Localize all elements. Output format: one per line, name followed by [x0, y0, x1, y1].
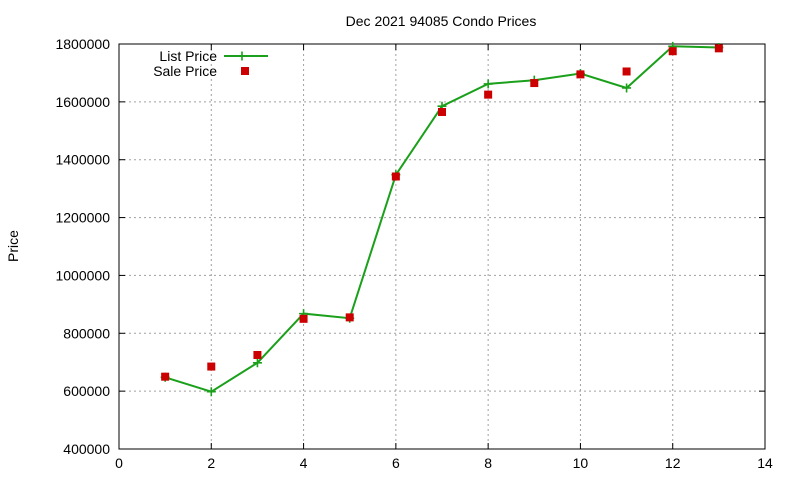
chart-title: Dec 2021 94085 Condo Prices	[346, 13, 537, 29]
sale-price-point	[714, 44, 723, 53]
y-tick-label: 400000	[63, 441, 110, 457]
y-tick-label: 1400000	[55, 152, 110, 168]
x-tick-label: 10	[573, 455, 589, 471]
legend-label-sale-price: Sale Price	[153, 63, 217, 79]
y-tick-label: 600000	[63, 383, 110, 399]
list-price-point	[483, 79, 493, 89]
sale-price-point	[484, 90, 493, 99]
x-tick-label: 2	[207, 455, 215, 471]
y-tick-label: 800000	[63, 325, 110, 341]
y-tick-label: 1600000	[55, 94, 110, 110]
list-price-point	[206, 387, 216, 397]
legend-label-list-price: List Price	[159, 48, 217, 64]
x-tick-label: 6	[392, 455, 400, 471]
sale-price-point	[299, 314, 308, 323]
x-tick-label: 12	[665, 455, 681, 471]
x-tick-label: 4	[300, 455, 308, 471]
sale-price-point	[668, 47, 677, 56]
x-tick-label: 0	[115, 455, 123, 471]
x-tick-label: 8	[484, 455, 492, 471]
series-line-list-price	[164, 45, 719, 393]
y-tick-label: 1000000	[55, 267, 110, 283]
legend: List Price Sale Price	[153, 48, 268, 79]
sale-price-point	[530, 79, 539, 88]
list-price-point	[622, 83, 632, 93]
sale-price-point	[391, 172, 400, 181]
sale-price-point	[622, 67, 631, 76]
list-price-point	[252, 358, 262, 368]
sale-price-point	[253, 350, 262, 359]
legend-marker-sale-price	[241, 67, 249, 75]
axis-ticks: 0 2 4 6 8 10 12 14 400000 600000 800000 1000000 1200…	[55, 36, 773, 471]
y-axis-label: Price	[5, 230, 21, 262]
sale-price-point	[576, 70, 585, 79]
sale-price-point	[345, 313, 354, 322]
series-layer	[160, 41, 724, 397]
y-tick-label: 1200000	[55, 210, 110, 226]
sale-price-point	[438, 107, 446, 116]
y-tick-label: 1800000	[55, 36, 110, 52]
sale-price-point	[207, 362, 216, 371]
plot-area-border	[118, 43, 766, 450]
legend-marker-list-price	[237, 51, 247, 61]
x-tick-label: 14	[757, 455, 773, 471]
sale-price-point	[161, 372, 170, 381]
